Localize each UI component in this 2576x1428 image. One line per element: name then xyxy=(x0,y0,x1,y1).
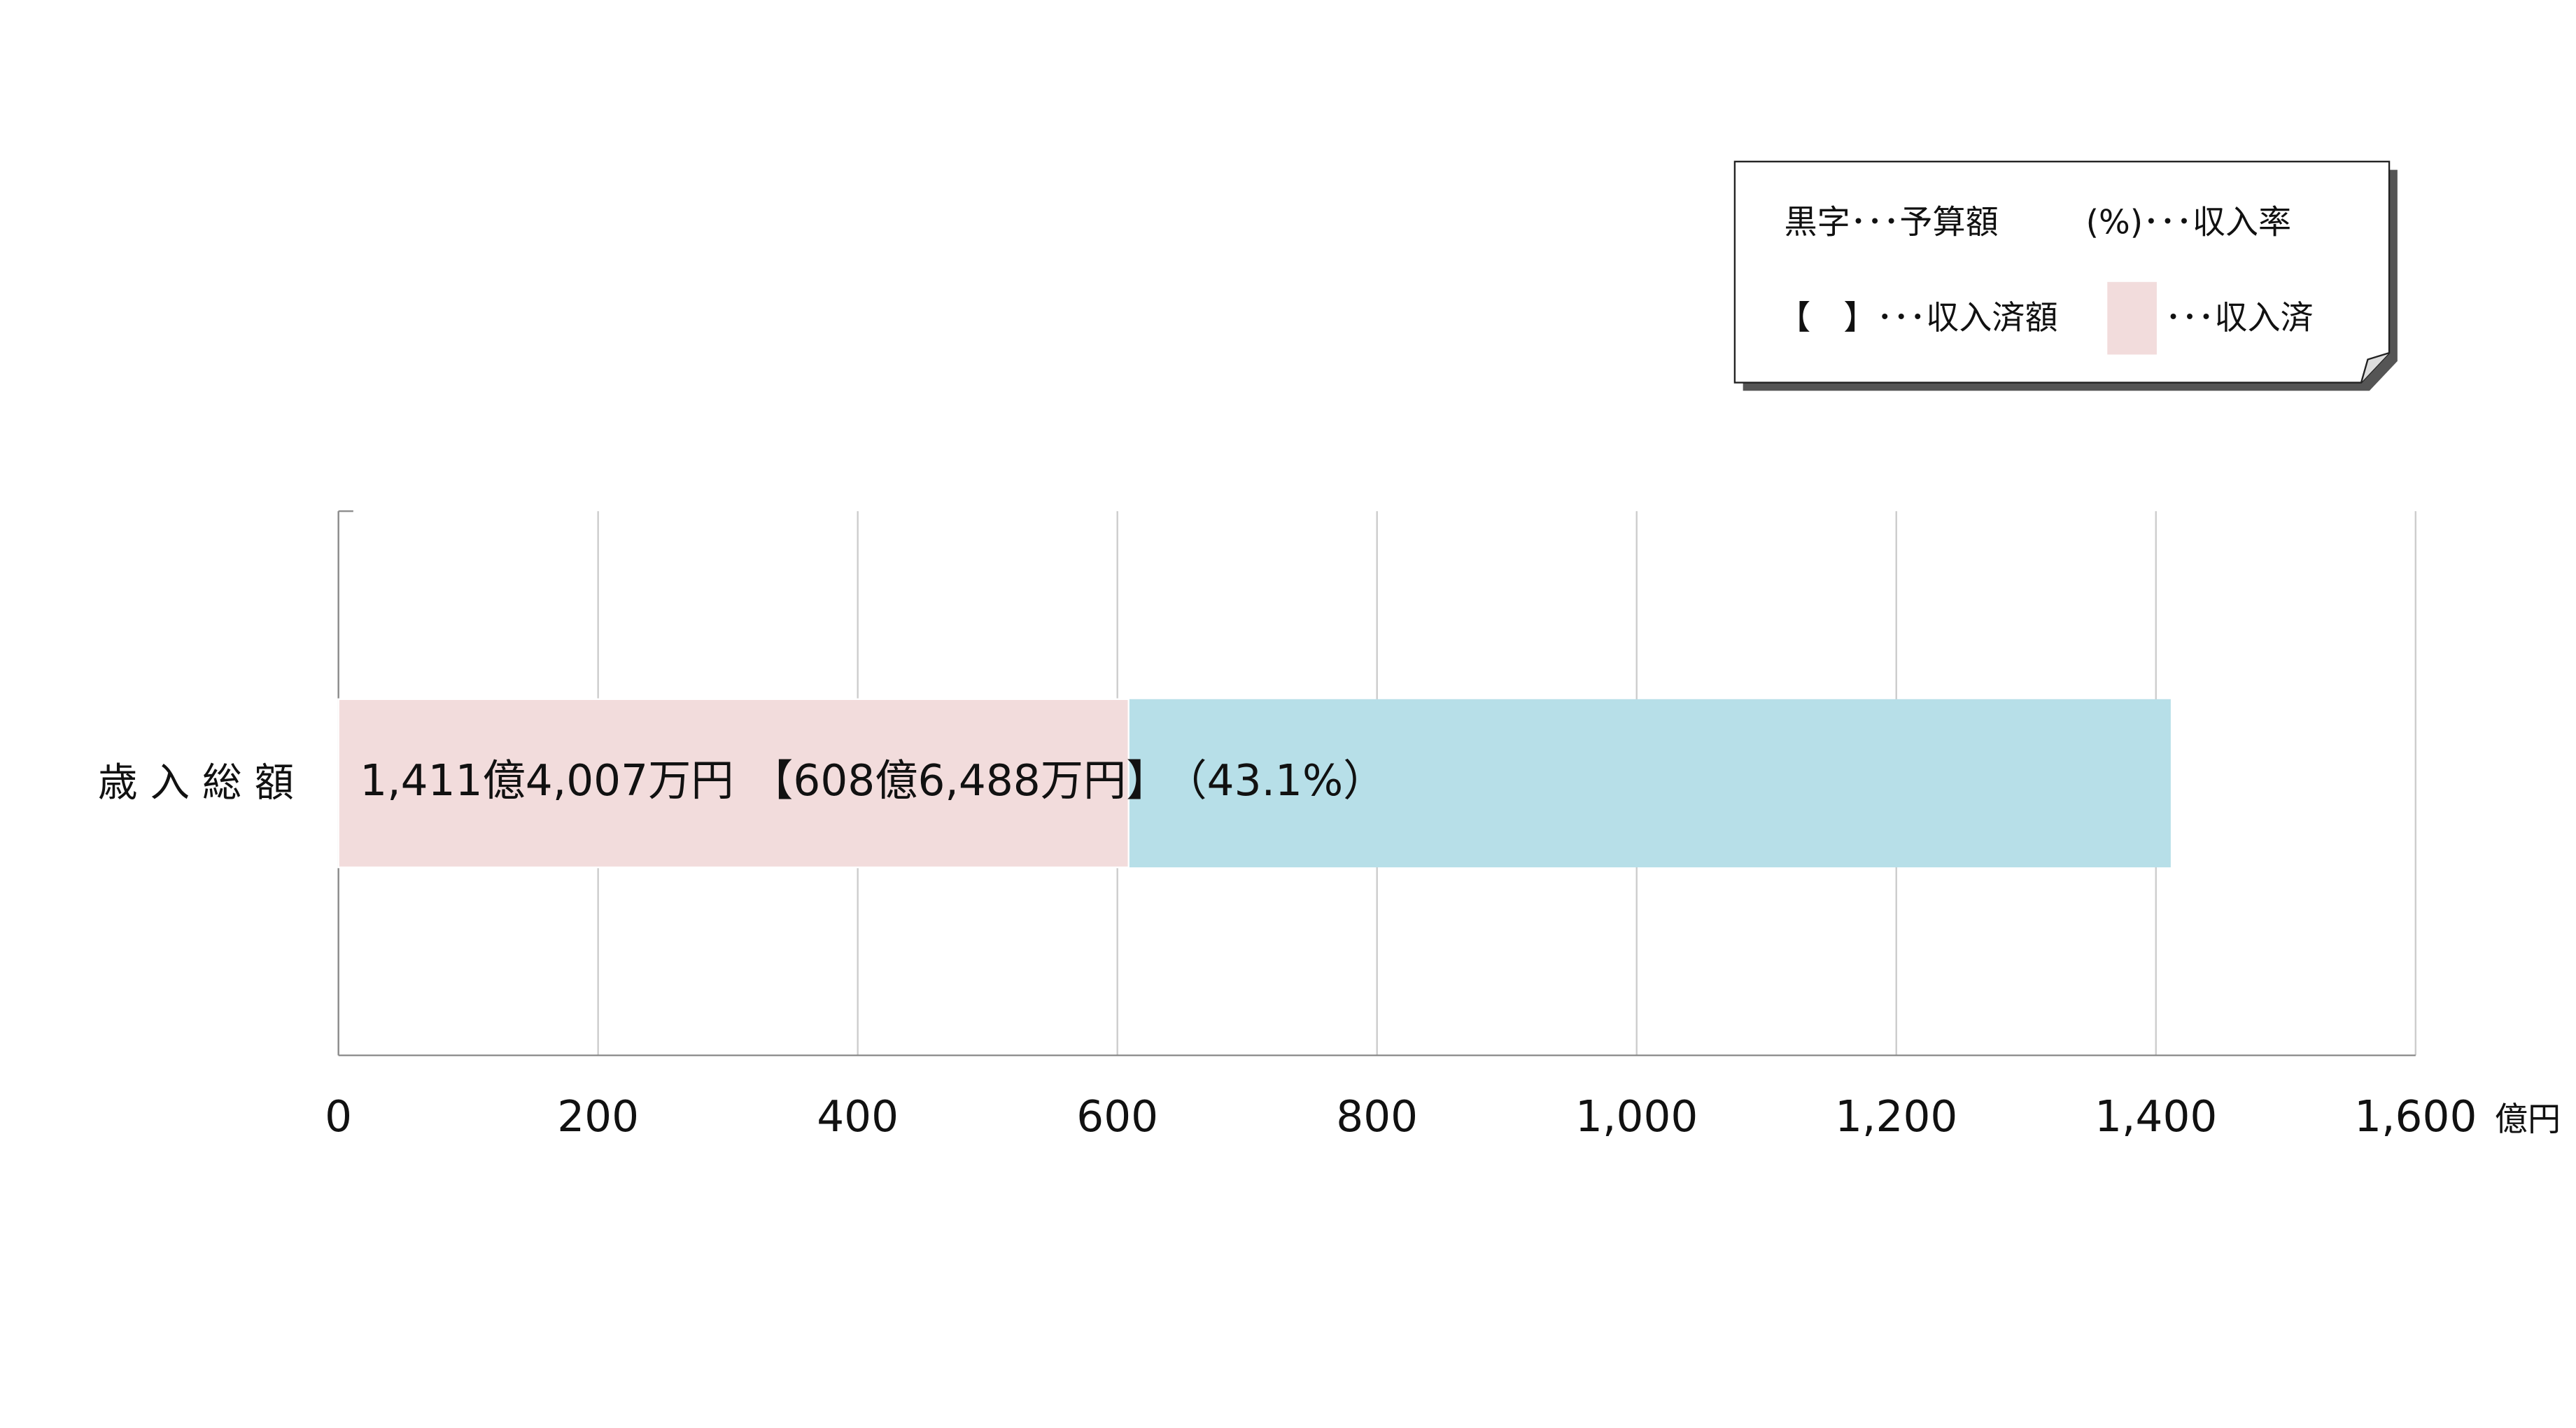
x-tick-label: 0 xyxy=(325,1092,352,1142)
legend-text: 黒字･･･予算額 xyxy=(1785,203,1999,241)
x-tick-label: 800 xyxy=(1336,1092,1418,1142)
value-label-part: （43.1%） xyxy=(1185,756,1386,806)
value-label: 1,411億4,007万円 【608億6,488万円】 （43.1%） xyxy=(360,756,1386,806)
x-tick-label: 1,200 xyxy=(1835,1092,1957,1142)
legend-text: ･･･収入済 xyxy=(2165,299,2314,337)
legend-box xyxy=(1733,160,2391,384)
x-tick-label: 200 xyxy=(557,1092,639,1142)
y-tick-label: 歳 入 総 額 xyxy=(98,760,294,806)
x-tick-label: 1,400 xyxy=(2095,1092,2217,1142)
x-tick-label: 1,600 xyxy=(2354,1092,2477,1142)
legend-text: (%)･･･収入率 xyxy=(2086,203,2292,241)
legend-swatch xyxy=(2107,281,2157,355)
x-tick-label: 600 xyxy=(1076,1092,1158,1142)
x-unit: 億円 xyxy=(2495,1100,2561,1139)
value-label-part: 【608億6,488万円】 xyxy=(750,756,1169,806)
bar xyxy=(337,698,1129,869)
value-label-part: 1,411億4,007万円 xyxy=(360,756,733,806)
x-tick-label: 400 xyxy=(817,1092,899,1142)
legend-text: 【 】･･･収入済額 xyxy=(1778,299,2057,337)
legend-fold xyxy=(2360,351,2390,383)
legend: 黒字･･･予算額 (%)･･･収入率 【 】･･･収入済額 ･･･収入済 xyxy=(1733,160,2398,391)
x-tick-label: 1,000 xyxy=(1575,1092,1698,1142)
